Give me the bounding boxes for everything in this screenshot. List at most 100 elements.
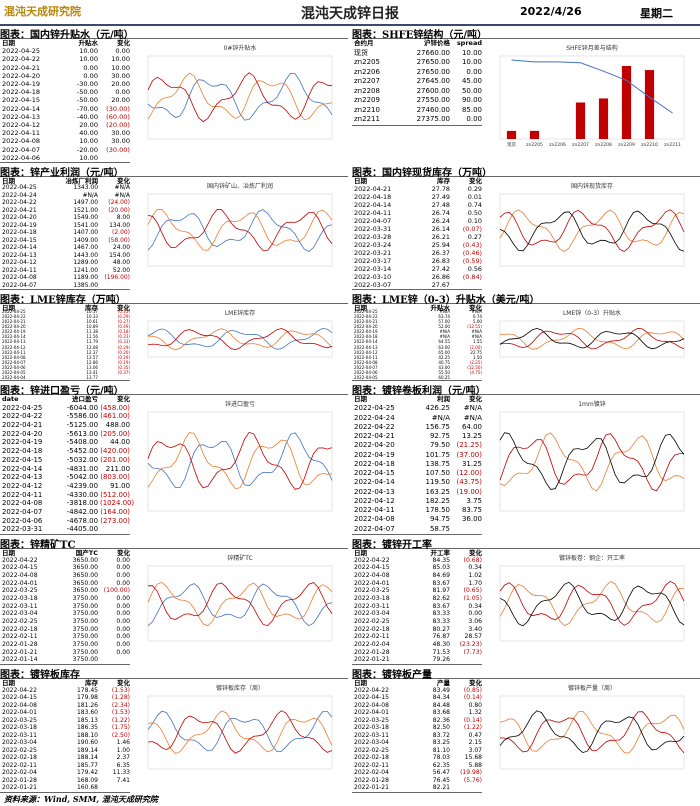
chart: LME锌（0-3）升贴水 [499, 309, 685, 358]
table-cell: 1.02 [468, 572, 482, 579]
table-cell: 3.75 [466, 496, 482, 505]
table-cell: 2022-04-19 [2, 329, 26, 335]
table-cell: 1289.00 [73, 259, 98, 267]
table-cell: #N/A [463, 413, 482, 422]
column-header: 开工率 [430, 549, 451, 557]
table-cell: 83.75 [461, 506, 482, 515]
table-cell: 181.26 [76, 701, 98, 709]
table-cell: 2022-04-22 [2, 199, 37, 207]
table-cell: 27.78 [431, 185, 450, 193]
table-cell: 2022-04-20 [2, 71, 41, 80]
column-header: 日期 [354, 304, 367, 312]
table-cell: 30.00 [111, 137, 130, 146]
table-cell: 3750.00 [72, 618, 98, 625]
table-cell: 2022-04-18 [2, 88, 41, 97]
column-header: 国产TC [75, 549, 98, 557]
spread-bar [598, 98, 609, 139]
table-cell: 64.00 [461, 422, 482, 431]
chart-title: 0#锌升贴水 [224, 44, 257, 52]
table-rule [352, 664, 482, 665]
table-cell: (201.00) [100, 455, 130, 464]
category-label: zn2210 [641, 142, 658, 148]
panel: 图表：镀锌卷板利润（元/吨） 日期 利润 变化 2022-04-25 426.25 #N/A… [352, 382, 700, 535]
table-cell: 64.55 [438, 339, 450, 345]
plot-area [147, 411, 333, 512]
table-cell: #N/A [471, 334, 482, 340]
table-cell: (0.14) [463, 694, 482, 702]
table-cell: 2022-02-11 [354, 761, 389, 769]
table-cell: 1.00 [116, 746, 130, 754]
table-cell: 27600.00 [416, 86, 450, 95]
table-cell: (58.00) [108, 236, 130, 244]
table-cell: (803.00) [100, 473, 130, 482]
table-cell: 3650.00 [72, 564, 98, 572]
table-rule [0, 792, 130, 793]
table-cell: (0.68) [463, 556, 482, 564]
chart: 国内锌矿山、冶炼厂利润 [147, 182, 333, 267]
table-cell: 26.83 [431, 257, 450, 265]
chart: LME锌库存 [147, 309, 333, 358]
table-cell: -4831.00 [66, 464, 98, 473]
table-cell: 185.77 [76, 761, 98, 769]
table-cell: 11.56 [86, 334, 98, 340]
panel-title: 图表：镀锌卷板利润（元/吨） [352, 382, 700, 397]
table-cell: 10.17 [86, 309, 98, 315]
table-cell: 71.53 [432, 648, 450, 656]
table-cell: 1549.00 [73, 214, 98, 222]
panel: 图表：镀锌开工率 日期 开工率 变化 2022-04-22 84.35 (0.68) 2022… [352, 536, 700, 665]
table-cell: 2022-04-20 [2, 214, 37, 222]
table-cell: #N/A [114, 191, 130, 199]
table-cell: 2022-03-07 [354, 281, 392, 289]
table-cell: 2022-02-11 [2, 633, 38, 641]
table-cell: (2.00) [112, 229, 130, 237]
table-cell: 11.79 [86, 339, 98, 345]
table-cell: 30.00 [111, 129, 130, 138]
table-rule [0, 664, 130, 665]
panel-title: 图表：镀锌开工率 [352, 536, 700, 551]
table-cell: 56.47 [432, 769, 450, 777]
decor-line [147, 431, 333, 490]
table-cell: 现货 [354, 48, 368, 57]
table-cell: 2022-04-21 [2, 421, 43, 430]
table-cell: (1.53) [111, 686, 130, 694]
table-cell: 10.00 [79, 47, 98, 56]
table-cell: 78.03 [432, 754, 450, 762]
table-cell: 160.68 [76, 784, 98, 792]
table-cell: 1.55 [472, 339, 482, 345]
table-cell: (0.07) [462, 225, 482, 233]
table-cell: 2022-04-04 [2, 374, 26, 380]
panel-title: 图表：锌精矿TC [0, 536, 348, 551]
plot-area [499, 55, 685, 140]
column-header: 库存 [85, 304, 98, 312]
decor-line [499, 210, 685, 252]
table-cell: 2022-04-07 [354, 217, 392, 225]
table-rule [0, 289, 130, 290]
chart: 镀锌板卷：钢企：开工率 [499, 554, 685, 642]
table-cell: 190.60 [76, 739, 98, 747]
category-label: zn2205 [526, 142, 543, 148]
chart-title: 锌进口盈亏 [225, 400, 255, 408]
decor-line [147, 710, 333, 754]
table-cell: 2022-03-25 [354, 587, 390, 595]
table-cell: 101.75 [425, 450, 451, 459]
table-cell: (0.19) [117, 359, 130, 365]
table-cell: 3750.00 [72, 648, 98, 656]
table-cell: 2022-04-11 [354, 354, 378, 360]
table-cell: (0.14) [463, 716, 482, 724]
column-header: 库存 [437, 177, 450, 185]
table-cell: 42.25 [438, 354, 450, 360]
table-cell: 2022-04-05 [354, 374, 378, 380]
table-cell: 1497.00 [73, 199, 98, 207]
table-cell: 2022-03-25 [2, 716, 37, 724]
table-cell: 0.34 [468, 602, 482, 610]
table-cell: (205.00) [100, 429, 130, 438]
table-cell: 2022-04-15 [2, 455, 43, 464]
table-cell: #N/A [463, 404, 482, 413]
table-cell: 40.00 [79, 129, 98, 138]
table-cell: (458.00) [100, 403, 130, 412]
table-cell: 63.00 [438, 344, 450, 350]
table-cell: 107.50 [425, 469, 451, 478]
table-cell: 10.00 [461, 58, 482, 66]
report-weekday: 星期二 [640, 7, 673, 20]
table-cell: 179.42 [76, 769, 98, 777]
